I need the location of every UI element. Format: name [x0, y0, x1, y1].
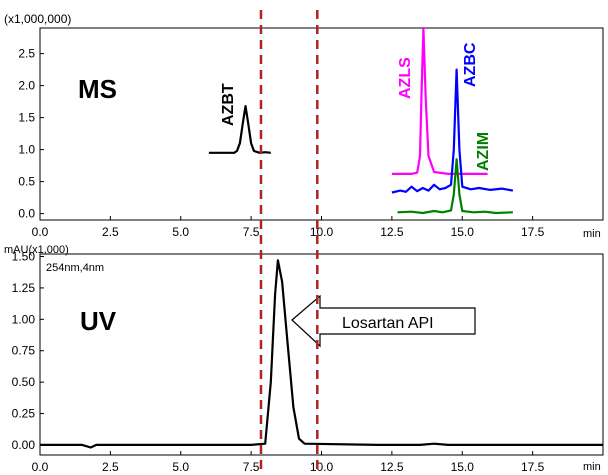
series-label-azbc: AZBC [462, 42, 479, 87]
series-label-azim: AZIM [475, 132, 492, 171]
losartan-callout-text: Losartan API [342, 315, 434, 332]
uv-y-axis: 0.00 0.25 0.50 0.75 1.00 1.25 1.50 [12, 250, 44, 452]
uv-x-tick-label: 0.0 [32, 460, 49, 474]
ms-plot-frame [39, 27, 604, 221]
ms-y-tick-label: 2.5 [18, 47, 35, 61]
uv-y-tick-label: 1.50 [12, 250, 36, 264]
series-label-azls: AZLS [397, 57, 414, 99]
ms-x-tick-label: 12.5 [380, 225, 404, 239]
ms-x-unit-label: min [583, 228, 601, 240]
uv-x-tick-label: 12.5 [380, 460, 404, 474]
uv-x-unit-label: min [583, 461, 601, 473]
ms-chart-panel: (x1,000,000) MS min 0.0 2.5 5.0 7.5 10.0 12.5… [4, 12, 604, 240]
uv-y-tick-label: 0.75 [12, 344, 36, 358]
uv-y-tick-label: 0.50 [12, 375, 36, 389]
uv-y-tick-label: 0.25 [12, 407, 36, 421]
uv-series-line-signal [40, 259, 603, 449]
uv-series-group [40, 259, 603, 449]
series-label-azbt: AZBT [220, 83, 237, 126]
uv-x-tick-label: 15.0 [451, 460, 475, 474]
uv-chart-panel: mAU(x1,000) 254nm,4nm UV min 0.0 2.5 5.0 7.… [4, 244, 604, 474]
uv-y-tick-label: 0.00 [12, 438, 36, 452]
uv-x-tick-label: 2.5 [102, 460, 119, 474]
retention-window-markers [259, 10, 319, 470]
ms-x-tick-label: 5.0 [172, 225, 189, 239]
ms-x-tick-label: 10.0 [310, 225, 334, 239]
ms-x-axis: 0.0 2.5 5.0 7.5 10.0 12.5 15.0 17.5 [32, 216, 545, 239]
losartan-callout-arrow [291, 294, 476, 348]
uv-x-axis: 0.0 2.5 5.0 7.5 10.0 12.5 15.0 17.5 [32, 451, 545, 474]
uv-y-tick-label: 1.00 [12, 312, 36, 326]
ms-x-tick-label: 2.5 [102, 225, 119, 239]
ms-y-tick-label: 1.0 [18, 143, 35, 157]
uv-x-tick-label: 5.0 [172, 460, 189, 474]
losartan-callout: Losartan API [291, 294, 476, 348]
uv-wavelength-label: 254nm,4nm [46, 262, 104, 274]
ms-x-tick-label: 7.5 [243, 225, 260, 239]
ms-series-line-azls [391, 26, 488, 175]
ms-x-tick-label: 17.5 [521, 225, 545, 239]
ms-series-group [208, 26, 514, 215]
ms-series-line-azim [397, 158, 513, 215]
ms-series-line-azbc [391, 68, 514, 194]
ms-y-tick-label: 2.0 [18, 79, 35, 93]
ms-x-tick-label: 0.0 [32, 225, 49, 239]
uv-panel-label: UV [80, 306, 117, 336]
ms-y-tick-label: 0.5 [18, 175, 35, 189]
ms-series-line-azbt [208, 105, 271, 154]
ms-x-tick-label: 15.0 [451, 225, 475, 239]
uv-x-tick-label: 17.5 [521, 460, 545, 474]
uv-x-tick-label: 7.5 [243, 460, 260, 474]
uv-scale-label: mAU(x1,000) [4, 244, 69, 256]
uv-x-tick-label: 10.0 [310, 460, 334, 474]
ms-y-axis: 0.0 0.5 1.0 1.5 2.0 2.5 [18, 47, 44, 221]
uv-y-tick-label: 1.25 [12, 281, 36, 295]
uv-plot-frame [39, 253, 604, 456]
ms-y-tick-label: 0.0 [18, 207, 35, 221]
ms-y-tick-label: 1.5 [18, 111, 35, 125]
ms-scale-label: (x1,000,000) [4, 12, 71, 26]
ms-panel-label: MS [78, 74, 117, 104]
